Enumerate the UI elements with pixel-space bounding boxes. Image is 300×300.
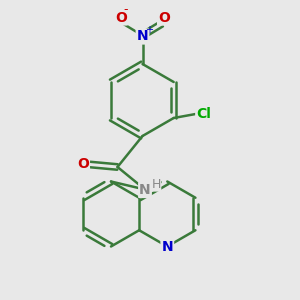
Text: O: O bbox=[115, 11, 127, 25]
Text: N: N bbox=[139, 183, 151, 197]
Text: N: N bbox=[161, 240, 173, 254]
Text: -: - bbox=[124, 4, 128, 16]
Text: Cl: Cl bbox=[196, 107, 211, 121]
Text: H: H bbox=[151, 178, 161, 191]
Text: O: O bbox=[158, 11, 170, 25]
Text: N: N bbox=[137, 29, 148, 44]
Text: O: O bbox=[77, 158, 89, 172]
Text: +: + bbox=[145, 25, 153, 35]
